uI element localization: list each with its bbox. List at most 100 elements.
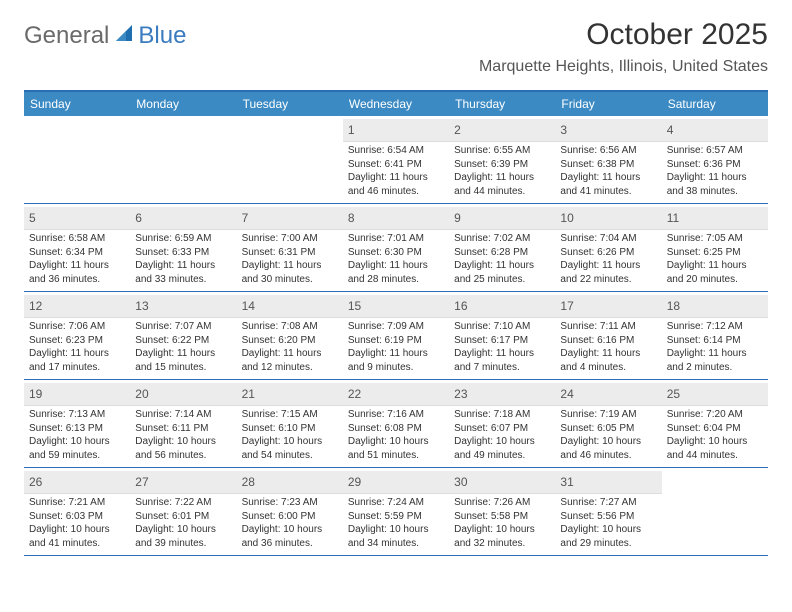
daylight-line: Daylight: 11 hours and 2 minutes. (667, 347, 763, 374)
day-cell: 12Sunrise: 7:06 AMSunset: 6:23 PMDayligh… (24, 292, 130, 379)
day-number-bar: 5 (24, 207, 130, 230)
sunrise-line: Sunrise: 7:15 AM (242, 408, 338, 422)
dayofweek-cell: Tuesday (237, 92, 343, 116)
day-number: 4 (667, 123, 674, 137)
sunrise-line: Sunrise: 7:13 AM (29, 408, 125, 422)
day-cell: 14 Sunrise: 7:08 AMSunset: 6:20 PMDayligh… (237, 292, 343, 379)
sunrise-line: Sunrise: 7:23 AM (242, 496, 338, 510)
sunrise-line: Sunrise: 7:01 AM (348, 232, 444, 246)
sunrise-line: Sunrise: 7:26 AM (454, 496, 550, 510)
day-cell (130, 116, 236, 203)
day-cell: 7Sunrise: 7:00 AMSunset: 6:31 PMDaylight… (237, 204, 343, 291)
dayofweek-cell: Sunday (24, 92, 130, 116)
sunset-line: Sunset: 6:14 PM (667, 334, 763, 348)
day-details: Sunrise: 7:16 AMSunset: 6:08 PMDaylight:… (348, 408, 444, 462)
day-number: 30 (454, 475, 467, 489)
day-cell: 31Sunrise: 7:27 AMSunset: 5:56 PMDayligh… (555, 468, 661, 555)
week-row: 1 Sunrise: 6:54 AMSunset: 6:41 PMDaylight… (24, 116, 768, 204)
dayofweek-row: SundayMondayTuesdayWednesdayThursdayFrid… (24, 92, 768, 116)
day-cell: 29Sunrise: 7:24 AMSunset: 5:59 PMDayligh… (343, 468, 449, 555)
day-cell: 25Sunrise: 7:20 AMSunset: 6:04 PMDayligh… (662, 380, 768, 467)
sunset-line: Sunset: 6:17 PM (454, 334, 550, 348)
sunset-line: Sunset: 6:16 PM (560, 334, 656, 348)
day-cell: 23Sunrise: 7:18 AMSunset: 6:07 PMDayligh… (449, 380, 555, 467)
header: General Blue October 2025 Marquette Heig… (24, 18, 768, 76)
sunrise-line: Sunrise: 6:55 AM (454, 144, 550, 158)
day-details: Sunrise: 7:15 AMSunset: 6:10 PMDaylight:… (242, 408, 338, 462)
day-number: 9 (454, 211, 461, 225)
day-cell (24, 116, 130, 203)
day-cell: 16Sunrise: 7:10 AMSunset: 6:17 PMDayligh… (449, 292, 555, 379)
day-cell: 26Sunrise: 7:21 AMSunset: 6:03 PMDayligh… (24, 468, 130, 555)
day-number: 3 (560, 123, 567, 137)
day-number: 22 (348, 387, 361, 401)
day-number: 1 (348, 123, 355, 137)
day-details: Sunrise: 7:09 AMSunset: 6:19 PMDaylight:… (348, 320, 444, 374)
sunrise-line: Sunrise: 7:05 AM (667, 232, 763, 246)
sunset-line: Sunset: 6:08 PM (348, 422, 444, 436)
day-cell: 5Sunrise: 6:58 AMSunset: 6:34 PMDaylight… (24, 204, 130, 291)
day-details: Sunrise: 7:07 AMSunset: 6:22 PMDaylight:… (135, 320, 231, 374)
day-number-bar: 13 (130, 295, 236, 318)
day-number-bar (130, 119, 236, 141)
day-details: Sunrise: 7:12 AMSunset: 6:14 PMDaylight:… (667, 320, 763, 374)
sunrise-line: Sunrise: 6:59 AM (135, 232, 231, 246)
day-number-bar: 10 (555, 207, 661, 230)
sunset-line: Sunset: 6:05 PM (560, 422, 656, 436)
day-number-bar: 2 (449, 119, 555, 142)
sunset-line: Sunset: 6:41 PM (348, 158, 444, 172)
day-number: 28 (242, 475, 255, 489)
day-details: Sunrise: 6:58 AMSunset: 6:34 PMDaylight:… (29, 232, 125, 286)
day-number: 14 (242, 299, 255, 313)
sunset-line: Sunset: 6:07 PM (454, 422, 550, 436)
day-cell: 27Sunrise: 7:22 AMSunset: 6:01 PMDayligh… (130, 468, 236, 555)
day-cell: 20Sunrise: 7:14 AMSunset: 6:11 PMDayligh… (130, 380, 236, 467)
day-details: Sunrise: 6:57 AMSunset: 6:36 PMDaylight:… (667, 144, 763, 198)
daylight-line: Daylight: 10 hours and 41 minutes. (29, 523, 125, 550)
day-details: Sunrise: 7:04 AMSunset: 6:26 PMDaylight:… (560, 232, 656, 286)
logo-text-blue: Blue (138, 22, 186, 50)
sunset-line: Sunset: 5:58 PM (454, 510, 550, 524)
day-details: Sunrise: 6:54 AMSunset: 6:41 PMDaylight:… (348, 144, 444, 198)
daylight-line: Daylight: 10 hours and 56 minutes. (135, 435, 231, 462)
day-details: Sunrise: 7:24 AMSunset: 5:59 PMDaylight:… (348, 496, 444, 550)
sunrise-line: Sunrise: 6:54 AM (348, 144, 444, 158)
day-number: 11 (667, 211, 679, 225)
sunrise-line: Sunrise: 7:00 AM (242, 232, 338, 246)
sunrise-line: Sunrise: 7:19 AM (560, 408, 656, 422)
day-number-bar: 11 (662, 207, 768, 230)
daylight-line: Daylight: 10 hours and 39 minutes. (135, 523, 231, 550)
sunrise-line: Sunrise: 7:14 AM (135, 408, 231, 422)
sunrise-line: Sunrise: 7:10 AM (454, 320, 550, 334)
day-cell: 17Sunrise: 7:11 AMSunset: 6:16 PMDayligh… (555, 292, 661, 379)
day-cell: 28Sunrise: 7:23 AMSunset: 6:00 PMDayligh… (237, 468, 343, 555)
dayofweek-cell: Saturday (662, 92, 768, 116)
day-number-bar: 7 (237, 207, 343, 230)
sunrise-line: Sunrise: 7:18 AM (454, 408, 550, 422)
day-number: 16 (454, 299, 467, 313)
day-number: 20 (135, 387, 148, 401)
day-number-bar: 17 (555, 295, 661, 318)
daylight-line: Daylight: 11 hours and 20 minutes. (667, 259, 763, 286)
sunset-line: Sunset: 6:13 PM (29, 422, 125, 436)
sunrise-line: Sunrise: 7:04 AM (560, 232, 656, 246)
daylight-line: Daylight: 10 hours and 46 minutes. (560, 435, 656, 462)
day-details: Sunrise: 7:00 AMSunset: 6:31 PMDaylight:… (242, 232, 338, 286)
sunrise-line: Sunrise: 7:16 AM (348, 408, 444, 422)
day-number-bar: 1 (343, 119, 449, 142)
daylight-line: Daylight: 10 hours and 36 minutes. (242, 523, 338, 550)
day-number-bar: 30 (449, 471, 555, 494)
day-cell: 1 Sunrise: 6:54 AMSunset: 6:41 PMDaylight… (343, 116, 449, 203)
day-details: Sunrise: 7:08 AMSunset: 6:20 PMDaylight:… (242, 320, 338, 374)
week-row: 12Sunrise: 7:06 AMSunset: 6:23 PMDayligh… (24, 292, 768, 380)
sunrise-line: Sunrise: 7:06 AM (29, 320, 125, 334)
dayofweek-cell: Wednesday (343, 92, 449, 116)
sunset-line: Sunset: 6:23 PM (29, 334, 125, 348)
sunset-line: Sunset: 6:04 PM (667, 422, 763, 436)
day-cell: 24Sunrise: 7:19 AMSunset: 6:05 PMDayligh… (555, 380, 661, 467)
day-cell: 22 Sunrise: 7:16 AMSunset: 6:08 PMDayligh… (343, 380, 449, 467)
weeks-container: 1Sunrise: 6:54 AMSunset: 6:41 PMDaylight… (24, 116, 768, 556)
sunset-line: Sunset: 6:33 PM (135, 246, 231, 260)
sunset-line: Sunset: 5:59 PM (348, 510, 444, 524)
daylight-line: Daylight: 11 hours and 4 minutes. (560, 347, 656, 374)
